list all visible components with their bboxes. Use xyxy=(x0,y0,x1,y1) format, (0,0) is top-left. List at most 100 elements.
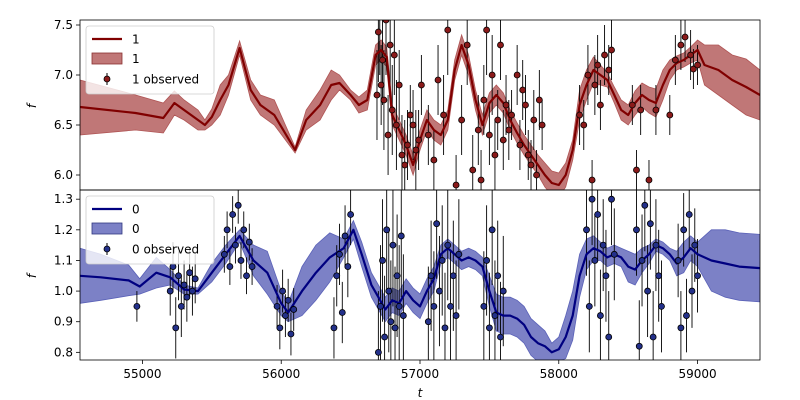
observed-point xyxy=(605,66,613,74)
observed-point xyxy=(183,293,191,301)
observed-point xyxy=(189,287,196,295)
observed-point xyxy=(447,302,454,310)
observed-point xyxy=(499,136,507,144)
observed-point xyxy=(652,106,660,114)
observed-point xyxy=(279,287,287,295)
observed-point xyxy=(415,136,423,144)
observed-point xyxy=(637,106,645,114)
observed-point xyxy=(281,312,289,319)
y-tick-label: 1.2 xyxy=(54,223,73,237)
observed-point xyxy=(226,263,234,270)
observed-point xyxy=(245,238,253,246)
observed-point xyxy=(404,141,411,149)
observed-point xyxy=(635,342,643,350)
observed-point xyxy=(393,121,400,129)
observed-point xyxy=(683,312,690,319)
observed-point xyxy=(336,250,343,258)
observed-point xyxy=(374,348,382,356)
observed-point xyxy=(601,51,608,59)
observed-point xyxy=(535,96,543,104)
observed-point xyxy=(232,241,239,249)
observed-point xyxy=(597,312,604,319)
observed-point xyxy=(290,306,298,313)
observed-point xyxy=(243,272,250,280)
observed-point xyxy=(229,211,237,218)
observed-point xyxy=(491,312,499,319)
observed-point xyxy=(397,232,405,240)
observed-point xyxy=(599,241,607,249)
observed-point xyxy=(449,272,457,280)
observed-point xyxy=(491,151,499,159)
observed-point xyxy=(583,226,590,234)
observed-point xyxy=(591,81,599,89)
observed-point xyxy=(186,269,194,277)
observed-point xyxy=(488,71,496,79)
observed-point xyxy=(383,226,391,234)
observed-point xyxy=(524,151,532,159)
observed-point xyxy=(412,146,420,154)
legend-label-observed: 0 observed xyxy=(132,243,199,257)
observed-point xyxy=(380,96,388,104)
observed-point xyxy=(576,111,583,119)
observed-point xyxy=(399,312,407,319)
legend-point-swatch xyxy=(103,75,111,83)
observed-point xyxy=(276,324,284,332)
y-tick-label: 1.1 xyxy=(54,253,73,267)
observed-point xyxy=(237,257,245,264)
observed-point xyxy=(681,33,689,41)
observed-point xyxy=(330,324,338,332)
y-tick-label: 7.5 xyxy=(54,18,73,32)
y-ticks: 0.8 0.9 1.0 1.1 1.2 1.3 xyxy=(54,192,80,359)
observed-point xyxy=(172,324,180,332)
observed-point xyxy=(401,161,409,169)
observed-point xyxy=(658,302,665,310)
observed-point xyxy=(441,324,449,332)
observed-point xyxy=(527,161,535,169)
legend-band-swatch xyxy=(91,222,123,235)
observed-point xyxy=(434,76,442,84)
observed-point xyxy=(391,324,399,332)
observed-point xyxy=(393,272,401,280)
observed-point xyxy=(480,302,488,310)
observed-point xyxy=(381,333,389,341)
observed-point xyxy=(273,302,281,310)
observed-point xyxy=(436,287,443,295)
observed-point xyxy=(591,257,599,264)
y-tick-label: 0.9 xyxy=(54,315,73,329)
observed-point xyxy=(463,41,471,49)
observed-point xyxy=(646,220,654,228)
legend-label-band: 0 xyxy=(132,222,140,236)
y-ticks: 6.0 6.5 7.0 7.5 xyxy=(54,18,80,182)
observed-point xyxy=(240,226,248,234)
observed-point xyxy=(477,176,485,184)
observed-point xyxy=(610,250,618,258)
observed-point xyxy=(430,302,438,310)
legend-label-line: 1 xyxy=(132,33,140,47)
observed-point xyxy=(494,116,502,124)
observed-point xyxy=(180,281,188,289)
observed-point xyxy=(424,131,432,139)
observed-point xyxy=(386,41,394,49)
legend-frame xyxy=(85,25,215,95)
observed-point xyxy=(687,51,695,59)
observed-point xyxy=(373,91,381,99)
observed-points xyxy=(373,20,701,189)
observed-point xyxy=(585,302,593,310)
observed-point xyxy=(338,309,346,316)
observed-point xyxy=(685,211,693,218)
observed-point xyxy=(694,61,701,69)
observed-point xyxy=(438,257,446,264)
observed-point xyxy=(688,287,696,295)
observed-point xyxy=(608,195,615,203)
observed-point xyxy=(374,28,382,36)
observed-point xyxy=(677,324,685,332)
x-tick-label: 59000 xyxy=(678,367,716,381)
observed-point xyxy=(522,101,529,109)
observed-point xyxy=(605,333,613,341)
observed-point xyxy=(469,166,477,174)
x-axis-label: t xyxy=(418,386,424,400)
observed-point xyxy=(406,111,414,119)
observed-point xyxy=(347,211,355,218)
observed-point xyxy=(220,250,228,258)
